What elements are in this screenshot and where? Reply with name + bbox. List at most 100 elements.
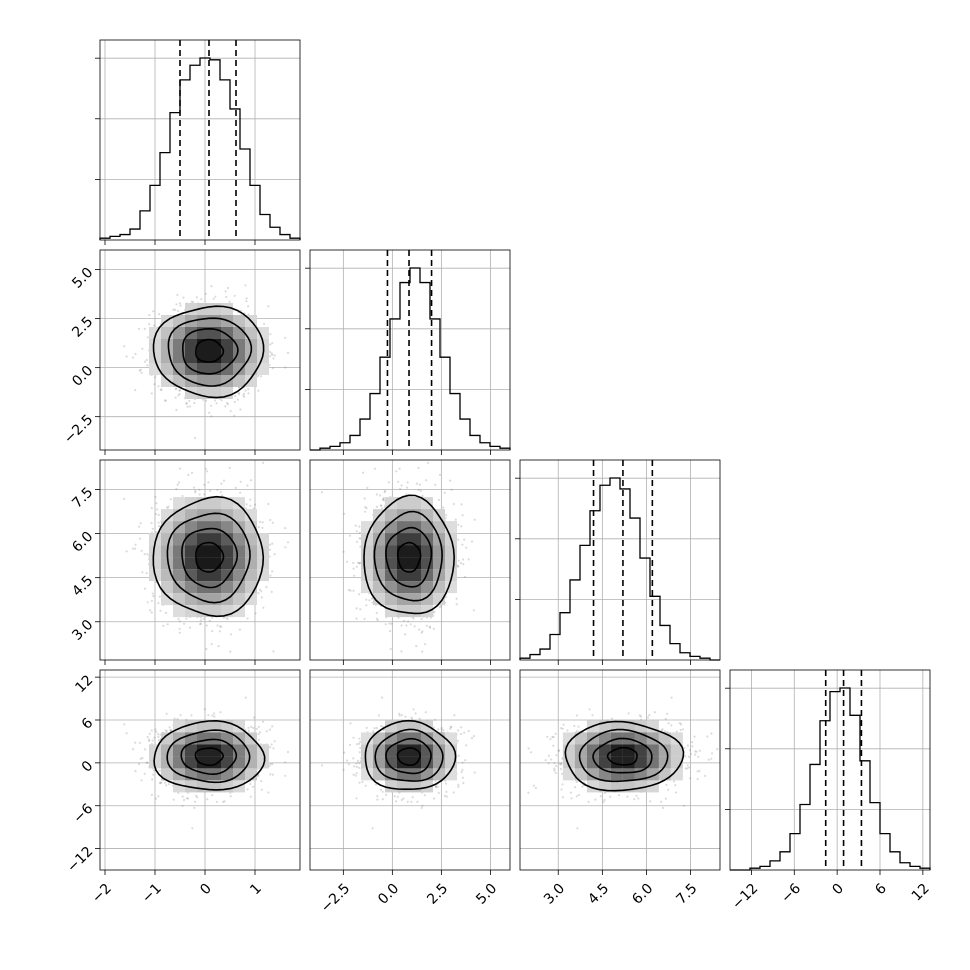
scatter-point [243,392,246,395]
scatter-point [204,467,207,470]
scatter-point [268,548,272,551]
scatter-point [250,479,253,482]
scatter-point [415,482,418,485]
scatter-point [143,360,147,363]
scatter-point [404,633,407,636]
scatter-point [249,498,252,501]
density-cell [221,327,233,339]
scatter-point [177,481,181,484]
density-cell [409,497,421,510]
scatter-point [358,525,361,528]
density-cell [173,569,185,582]
density-cell [185,557,197,570]
scatter-point [131,547,135,550]
scatter-point [260,590,263,593]
scatter-point [123,345,126,348]
scatter-point [271,763,274,766]
scatter-point [131,748,135,751]
scatter-point [134,389,137,392]
scatter-point [158,595,161,598]
scatter-point [138,741,141,744]
scatter-point [461,558,465,561]
scatter-point [137,525,141,528]
density-cell [173,509,185,522]
scatter-point [157,525,161,528]
scatter-point [183,622,186,625]
scatter-point [419,489,422,492]
scatter-point [229,410,232,413]
scatter-point [210,643,213,646]
scatter-point [253,503,257,506]
density-cell [373,521,385,534]
density-cell [185,339,197,351]
scatter-point [362,471,365,474]
scatter-point [212,297,215,300]
scatter-point [359,608,362,611]
density-cell [173,327,185,339]
scatter-point [389,647,392,651]
scatter-point [269,746,272,749]
scatter-point [203,483,206,486]
scatter-point [218,630,221,633]
scatter-point [443,491,446,494]
scatter-point [399,487,402,491]
density-cell [245,557,257,570]
scatter-point [160,388,163,391]
scatter-point [131,356,135,359]
scatter-point [269,543,272,546]
scatter-point [157,313,161,316]
scatter-point [382,496,385,500]
scatter-point [252,785,255,789]
scatter-point [226,402,229,405]
scatter-point [243,395,246,398]
scatter-point [286,351,290,354]
scatter-point [181,804,184,807]
scatter-point [261,521,264,524]
scatter-point [220,399,223,402]
scatter-point [141,571,144,574]
scatter-point [354,524,357,527]
scatter-point [418,483,421,486]
scatter-point [153,383,156,386]
scatter-point [271,570,274,573]
density-cell [209,545,221,558]
scatter-point [355,607,358,610]
scatter-point [200,297,203,301]
density-cell [161,339,173,351]
density-cell [221,521,233,534]
scatter-point [150,507,153,510]
density-cell [173,497,185,510]
scatter-point [397,480,400,483]
scatter-point [270,352,273,355]
density-cell [149,557,161,570]
scatter-point [178,389,181,392]
scatter-point [228,300,231,303]
scatter-point [150,531,154,534]
scatter-point [273,553,276,556]
scatter-point [156,508,159,511]
density-cell [397,521,409,534]
scatter-point [425,624,428,627]
scatter-point [449,479,452,482]
scatter-point [442,506,445,509]
scatter-point [406,481,409,484]
scatter-point [418,628,421,631]
scatter-point [353,574,356,577]
scatter-point [226,403,229,406]
scatter-point [164,611,167,615]
scatter-point [438,473,442,476]
density-cell [185,521,197,534]
scatter-point [146,736,149,739]
scatter-point [268,555,271,558]
scatter-point [366,486,369,489]
density-cell [161,375,173,387]
scatter-point [219,491,222,494]
scatter-point [365,604,368,607]
scatter-point [153,376,157,379]
density-cell [245,569,257,582]
scatter-point [244,696,247,699]
scatter-point [262,461,265,464]
scatter-point [379,494,382,497]
scatter-point [272,357,275,360]
density-cell [257,327,269,339]
